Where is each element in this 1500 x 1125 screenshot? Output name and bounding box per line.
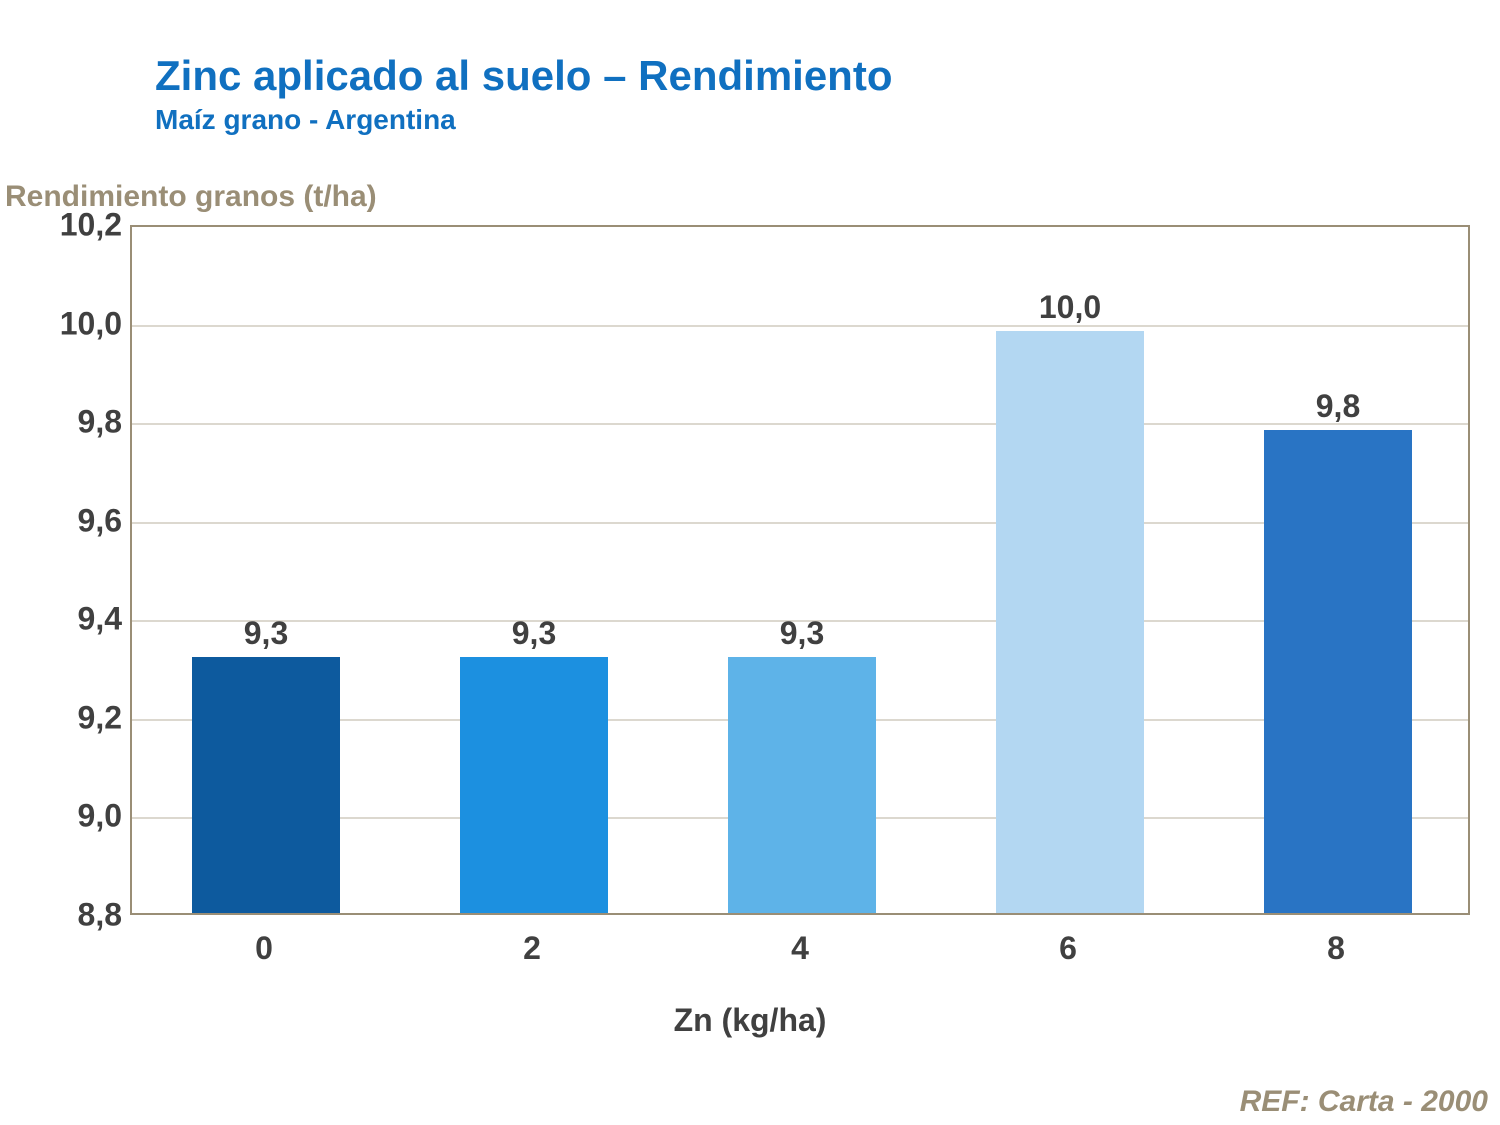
bar-value-label: 9,3 [728, 615, 875, 652]
chart-subtitle: Maíz grano - Argentina [155, 104, 456, 136]
bar-value-label: 9,3 [192, 615, 339, 652]
y-tick-label: 10,0 [12, 305, 122, 342]
plot-area: 9,3 9,3 9,3 10,0 9,8 [130, 225, 1470, 915]
y-tick-label: 9,8 [12, 404, 122, 441]
x-tick-label: 6 [1059, 930, 1077, 967]
x-tick-label: 2 [523, 930, 541, 967]
bar: 9,3 [728, 657, 875, 913]
bar-value-label: 9,8 [1264, 388, 1411, 425]
bar-value-label: 10,0 [996, 289, 1143, 326]
bar: 9,8 [1264, 430, 1411, 913]
bar: 9,3 [192, 657, 339, 913]
x-tick-label: 8 [1327, 930, 1345, 967]
x-tick-label: 4 [791, 930, 809, 967]
x-tick-label: 0 [255, 930, 273, 967]
gridline [132, 325, 1468, 327]
y-tick-label: 8,8 [12, 897, 122, 934]
y-tick-label: 9,2 [12, 699, 122, 736]
y-tick-label: 9,4 [12, 601, 122, 638]
bar: 9,3 [460, 657, 607, 913]
y-tick-label: 9,6 [12, 502, 122, 539]
x-axis-label: Zn (kg/ha) [0, 1002, 1500, 1039]
bar-value-label: 9,3 [460, 615, 607, 652]
chart-title: Zinc aplicado al suelo – Rendimiento [155, 52, 892, 100]
y-tick-label: 10,2 [12, 207, 122, 244]
reference-citation: REF: Carta - 2000 [1240, 1085, 1488, 1119]
y-tick-label: 9,0 [12, 798, 122, 835]
bar: 10,0 [996, 331, 1143, 913]
